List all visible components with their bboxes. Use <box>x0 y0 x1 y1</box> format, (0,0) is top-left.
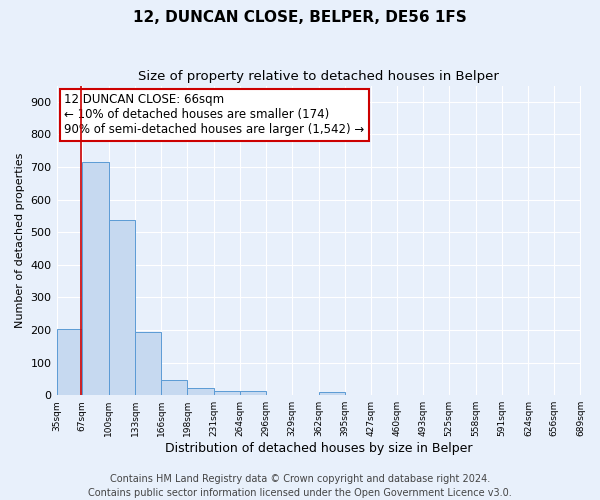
Title: Size of property relative to detached houses in Belper: Size of property relative to detached ho… <box>138 70 499 83</box>
Bar <box>109 220 135 395</box>
Bar <box>56 329 82 395</box>
Bar <box>135 332 161 395</box>
Text: 12, DUNCAN CLOSE, BELPER, DE56 1FS: 12, DUNCAN CLOSE, BELPER, DE56 1FS <box>133 10 467 25</box>
Bar <box>240 390 266 395</box>
Y-axis label: Number of detached properties: Number of detached properties <box>15 152 25 328</box>
Text: Contains HM Land Registry data © Crown copyright and database right 2024.
Contai: Contains HM Land Registry data © Crown c… <box>88 474 512 498</box>
Bar <box>82 162 109 395</box>
X-axis label: Distribution of detached houses by size in Belper: Distribution of detached houses by size … <box>165 442 472 455</box>
Bar <box>161 380 187 395</box>
Bar <box>187 388 214 395</box>
Bar <box>319 392 345 395</box>
Bar <box>214 390 240 395</box>
Text: 12 DUNCAN CLOSE: 66sqm
← 10% of detached houses are smaller (174)
90% of semi-de: 12 DUNCAN CLOSE: 66sqm ← 10% of detached… <box>64 94 365 136</box>
